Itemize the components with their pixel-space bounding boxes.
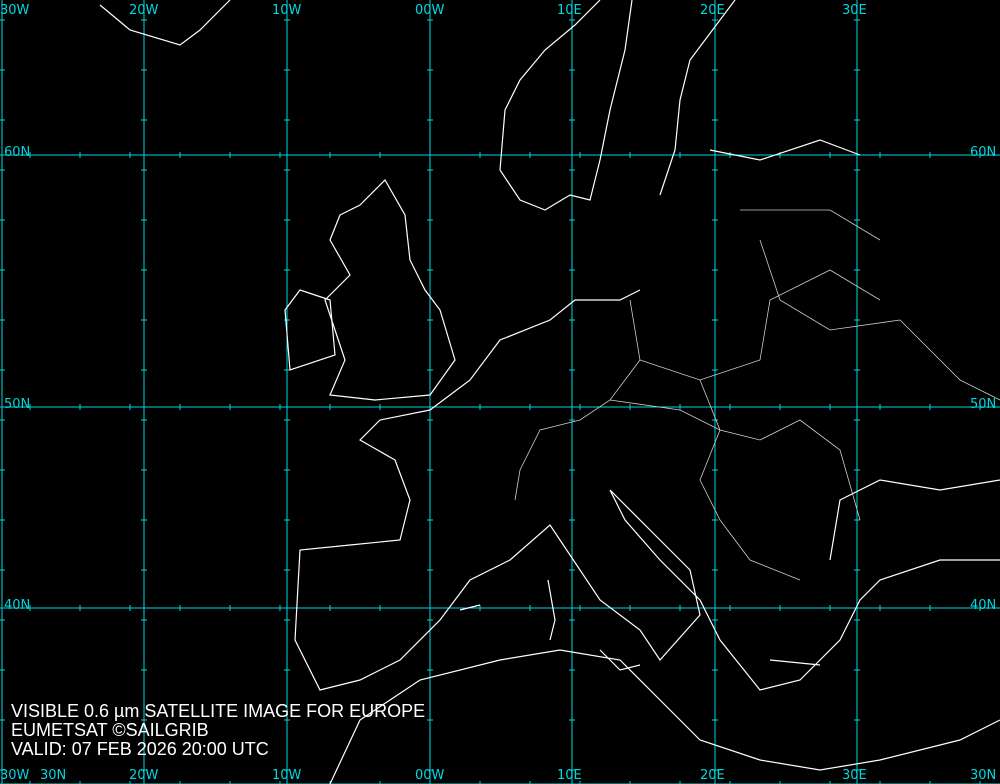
lat-label-left-30N: 30N bbox=[40, 768, 67, 783]
lon-label-top-10W: 10W bbox=[272, 3, 302, 18]
coast-britain bbox=[324, 179, 456, 401]
image-caption: VISIBLE 0.6 µm SATELLITE IMAGE FOR EUROP… bbox=[11, 702, 425, 759]
lon-label-bottom-00W: 00W bbox=[415, 768, 445, 783]
coast-scandinavia bbox=[499, 0, 633, 211]
caption-valid-time: VALID: 07 FEB 2026 20:00 UTC bbox=[11, 739, 269, 759]
lon-label-top-30W: 30W bbox=[0, 3, 30, 18]
lon-label-bottom-30E: 30E bbox=[842, 768, 867, 783]
coastlines bbox=[99, 0, 1000, 784]
coast-continent bbox=[294, 289, 1000, 691]
lon-label-top-00W: 00W bbox=[415, 3, 445, 18]
lon-label-top-10E: 10E bbox=[557, 3, 582, 18]
coast-sweden-finland bbox=[659, 0, 861, 196]
lon-label-top-20E: 20E bbox=[700, 3, 725, 18]
coast-ireland bbox=[284, 289, 336, 371]
coast-black-sea bbox=[829, 479, 1000, 561]
lat-label-right-40N: 40N bbox=[970, 598, 997, 613]
lat-label-right-60N: 60N bbox=[970, 145, 997, 160]
lon-label-bottom-30W: 30W bbox=[0, 768, 30, 783]
caption-title: VISIBLE 0.6 µm SATELLITE IMAGE FOR EUROP… bbox=[11, 701, 426, 721]
caption-credit: EUMETSAT ©SAILGRIB bbox=[11, 720, 209, 740]
lon-label-bottom-10W: 10W bbox=[272, 768, 302, 783]
coast-iceland bbox=[99, 0, 231, 46]
lon-label-bottom-10E: 10E bbox=[557, 768, 582, 783]
lat-label-right-50N: 50N bbox=[970, 397, 997, 412]
borders bbox=[514, 209, 1000, 581]
lon-label-top-20W: 20W bbox=[129, 3, 159, 18]
lon-label-bottom-20W: 20W bbox=[129, 768, 159, 783]
coast-africa bbox=[329, 649, 1000, 784]
lon-label-bottom-20E: 20E bbox=[700, 768, 725, 783]
coast-islands bbox=[459, 579, 821, 671]
lat-label-left-50N: 50N bbox=[4, 397, 31, 412]
lon-label-top-30E: 30E bbox=[842, 3, 867, 18]
lat-label-right-30N: 30N bbox=[970, 768, 997, 783]
lat-label-left-60N: 60N bbox=[4, 145, 31, 160]
lat-label-left-40N: 40N bbox=[4, 598, 31, 613]
